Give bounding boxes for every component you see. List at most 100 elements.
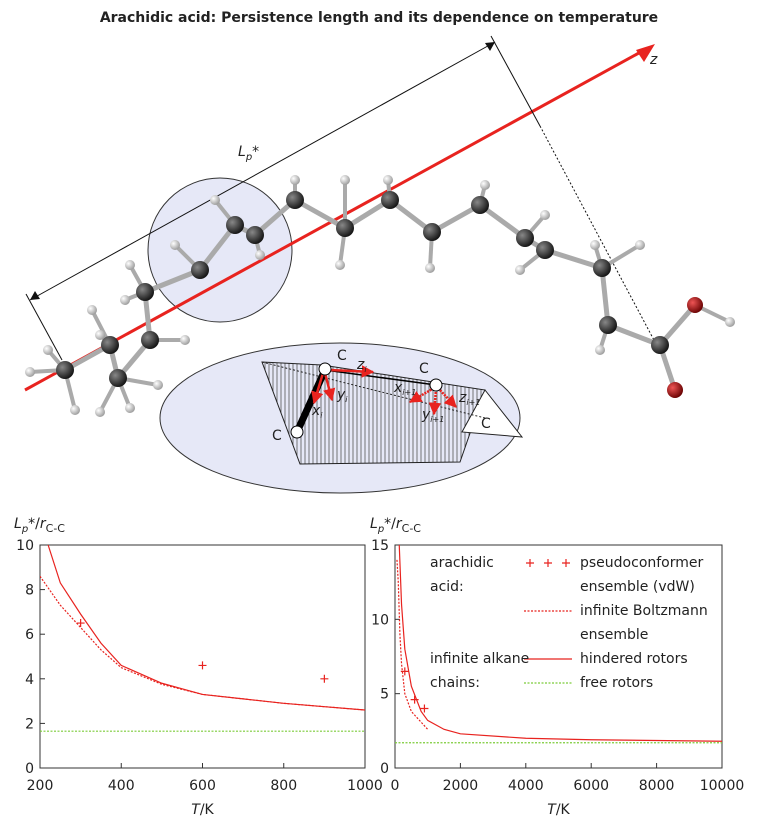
hydrogen-atom xyxy=(180,335,190,345)
legend-entry: free rotors xyxy=(580,675,654,691)
frame-main: y xyxy=(336,387,346,403)
hydrogen-atom xyxy=(290,175,300,185)
lp-star: * xyxy=(252,144,259,160)
x-tick-label: 0 xyxy=(391,778,400,794)
legend-marker xyxy=(526,559,534,567)
y-tick-label: 6 xyxy=(25,627,34,643)
plane-diagram xyxy=(261,361,524,465)
bond xyxy=(544,247,603,271)
bond xyxy=(599,267,611,326)
y-tick-label: 4 xyxy=(25,672,34,688)
atom-label: C xyxy=(337,348,347,364)
z-arrowhead xyxy=(636,44,655,62)
frame-label: zi+1 xyxy=(458,390,480,407)
atom-node xyxy=(290,425,304,439)
hydrogen-atom xyxy=(540,210,550,220)
x-tick-label: 800 xyxy=(270,778,297,794)
z-label: z xyxy=(649,52,658,68)
lp-ext xyxy=(490,35,541,127)
carbon-atom xyxy=(246,226,264,244)
y-tick-label: 0 xyxy=(25,761,34,777)
frame-sub: i xyxy=(364,365,367,374)
bond xyxy=(198,223,237,272)
hydrogen-atom xyxy=(590,240,600,250)
marker xyxy=(410,695,419,704)
y-axis-label: Lp*/rC-C xyxy=(14,516,65,535)
z-axis xyxy=(24,46,649,392)
frame-main: z xyxy=(458,390,467,406)
bond xyxy=(144,267,201,295)
frame-sub: i+1 xyxy=(466,398,480,407)
hydrogen-atom xyxy=(43,345,53,355)
atom-label: C xyxy=(419,361,429,377)
x-tick-label: 600 xyxy=(189,778,216,794)
hydrogen-atom xyxy=(595,345,605,355)
frame-main: x xyxy=(311,403,321,419)
frame-label: yi+1 xyxy=(421,407,444,424)
hydrogen-atom xyxy=(95,330,105,340)
bond xyxy=(607,322,661,348)
carbon-atom xyxy=(471,196,489,214)
zi1-arrow xyxy=(437,387,457,408)
bond xyxy=(293,197,347,231)
yi1-arrow xyxy=(428,388,442,416)
atom-node xyxy=(429,378,443,392)
y-tick-label: 0 xyxy=(380,761,389,777)
plot-frame xyxy=(39,544,366,769)
frame-label: xi+1 xyxy=(393,380,416,397)
y-label-part: r xyxy=(396,516,403,532)
x-tick-label: 8000 xyxy=(639,778,675,794)
y-tick-label: 8 xyxy=(25,583,34,599)
zi-arrow xyxy=(329,365,375,378)
carbon-atom xyxy=(56,361,74,379)
bond xyxy=(430,202,482,235)
frame-label: zi xyxy=(356,357,367,374)
legend-entry: infinite Boltzmann ensemble xyxy=(580,603,708,643)
y-label-part: C-C xyxy=(46,522,66,535)
x-tick-label: 6000 xyxy=(573,778,609,794)
lp-dimension xyxy=(29,41,496,301)
hydrogen-atom xyxy=(425,263,435,273)
y-label-part: L xyxy=(370,516,378,532)
hydrogen-atom xyxy=(87,305,97,315)
carbon-atom xyxy=(141,331,159,349)
carbon-atom xyxy=(191,261,209,279)
hydrogen-atom xyxy=(340,175,350,185)
atom-label: C xyxy=(481,416,491,432)
hydrogen-atom xyxy=(125,260,135,270)
yi-arrow xyxy=(323,372,336,402)
lp-ext-dotted xyxy=(539,125,656,343)
marker xyxy=(420,704,429,713)
carbon-atom xyxy=(651,336,669,354)
oxygen-atom xyxy=(687,297,703,313)
plot-area xyxy=(395,545,722,744)
carbon-atom xyxy=(593,259,611,277)
legend-entry: hindered rotors xyxy=(580,651,688,667)
hydrogen-atom xyxy=(480,180,490,190)
carbon-atom xyxy=(109,369,127,387)
hydrogen-atom xyxy=(335,260,345,270)
carbon-atom xyxy=(101,336,119,354)
highlight-circle xyxy=(147,177,293,323)
cc-bond xyxy=(324,369,437,386)
y-label-part: p xyxy=(21,524,28,535)
frame-sub: i+1 xyxy=(430,415,444,424)
carbon-atom xyxy=(599,316,617,334)
x-label-part: /K xyxy=(200,802,215,818)
y-tick-label: 10 xyxy=(16,538,34,554)
line xyxy=(396,559,429,730)
plane-face xyxy=(461,389,524,438)
hydrogen-atom xyxy=(70,405,80,415)
xi1-arrow xyxy=(408,386,435,404)
atom-label: C xyxy=(272,428,282,444)
hydrogen-atom xyxy=(725,317,735,327)
y-label-part: L xyxy=(14,516,22,532)
frame-main: z xyxy=(356,357,365,373)
carbon-atom xyxy=(423,223,441,241)
frame-main: y xyxy=(421,407,431,423)
hydrogen-atom xyxy=(95,407,105,417)
y-label-part: r xyxy=(40,516,47,532)
line xyxy=(398,545,722,742)
hydrogen-atom xyxy=(25,367,35,377)
